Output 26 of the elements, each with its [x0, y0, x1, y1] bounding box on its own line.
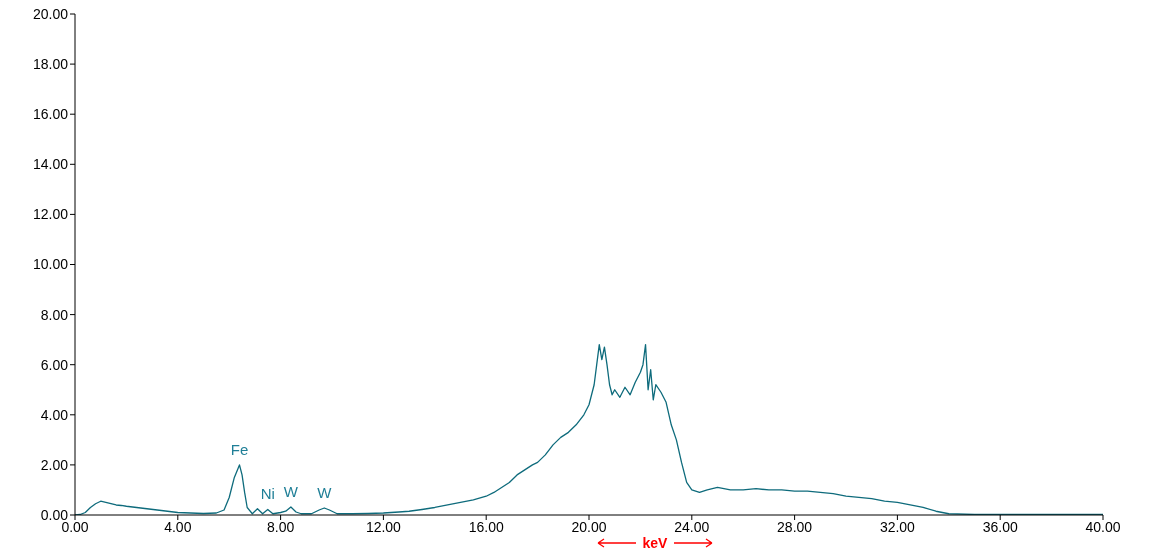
x-tick-label: 20.00 — [571, 518, 607, 535]
x-tick-label: 12.00 — [365, 518, 402, 535]
x-tick-label: 40.00 — [1085, 518, 1121, 535]
y-tick-label: 10.00 — [32, 256, 69, 273]
y-tick-label: 2.00 — [40, 456, 69, 473]
y-tick-label: 18.00 — [32, 56, 69, 73]
y-tick-label: 20.00 — [32, 5, 69, 22]
annotation: W — [283, 482, 299, 500]
annotation: Ni — [260, 485, 275, 503]
x-tick-label: 8.00 — [266, 518, 295, 535]
y-tick-label: 8.00 — [40, 306, 69, 323]
x-tick-label: 36.00 — [982, 518, 1018, 535]
y-tick-label: 16.00 — [32, 106, 69, 123]
annotation: W — [317, 483, 333, 501]
y-tick-label: 14.00 — [32, 156, 69, 173]
y-tick-label: 6.00 — [40, 356, 69, 373]
x-tick-label: 32.00 — [879, 518, 916, 535]
y-tick-label: 0.00 — [40, 506, 69, 523]
x-tick-label: 16.00 — [468, 518, 504, 535]
y-tick-label: 12.00 — [32, 206, 69, 223]
x-axis-title: keV — [642, 535, 668, 551]
x-tick-label: 24.00 — [674, 518, 710, 535]
x-tick-label: 4.00 — [164, 518, 192, 535]
annotation: Fe — [230, 440, 249, 458]
x-tick-label: 28.00 — [777, 518, 813, 535]
y-tick-label: 4.00 — [40, 406, 69, 423]
